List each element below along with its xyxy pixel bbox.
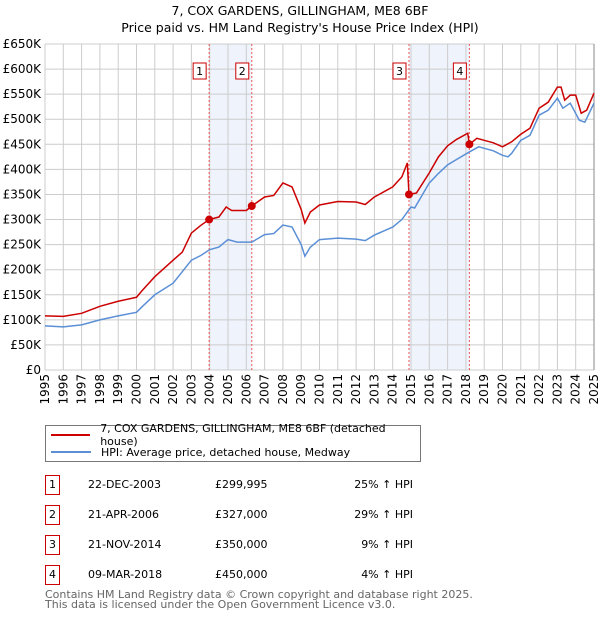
transaction-price: £299,995 <box>215 478 268 491</box>
x-tick-label: 2024 <box>569 374 583 405</box>
y-tick-label: £600K <box>3 62 43 76</box>
sale-label-box <box>192 62 207 80</box>
transaction-row: 1 22-DEC-2003 £299,995 25% ↑ HPI <box>45 475 465 495</box>
property-price-line <box>44 86 595 318</box>
x-tick-label: 2000 <box>130 374 144 405</box>
x-tick-label: 2017 <box>441 374 455 405</box>
transaction-hpi-diff: 9% ↑ HPI <box>361 538 413 551</box>
x-tick-label: 2005 <box>221 374 235 405</box>
y-tick-label: £50K <box>10 338 42 352</box>
x-tick-label: 1999 <box>111 374 125 405</box>
transaction-date: 21-NOV-2014 <box>88 538 162 551</box>
transaction-date: 09-MAR-2018 <box>88 568 163 581</box>
legend-swatch-property <box>51 434 91 436</box>
transaction-hpi-diff: 4% ↑ HPI <box>361 568 413 581</box>
chart-subtitle: Price paid vs. HM Land Registry's House … <box>121 20 479 35</box>
x-tick-label: 1998 <box>93 374 107 405</box>
x-tick-label: 2002 <box>166 374 180 405</box>
price-chart: £0 £50K £100K £150K £200K £250K £300K £350K £400… <box>3 37 600 405</box>
hpi-line <box>44 96 595 328</box>
x-tick-label: 1997 <box>75 374 89 405</box>
transaction-date: 22-DEC-2003 <box>88 478 162 491</box>
x-tick-label: 2023 <box>550 374 564 405</box>
y-tick-label: £500K <box>3 112 43 126</box>
y-tick-label: £0 <box>26 363 41 377</box>
transaction-price: £350,000 <box>215 538 268 551</box>
transaction-number: 1 <box>45 475 60 495</box>
sale-point <box>404 190 413 199</box>
sale-label-box <box>452 62 467 80</box>
y-tick-label: £250K <box>3 238 43 252</box>
x-tick-label: 1996 <box>56 374 70 405</box>
transaction-hpi-diff: 25% ↑ HPI <box>354 478 413 491</box>
x-tick-label: 2020 <box>496 374 510 405</box>
x-tick-label: 2001 <box>148 374 162 405</box>
legend: 7, COX GARDENS, GILLINGHAM, ME8 6BF (det… <box>45 422 421 462</box>
shaded-period <box>209 44 252 370</box>
x-tick-label: 2015 <box>404 374 418 405</box>
y-tick-label: £350K <box>3 187 43 201</box>
transaction-number: 2 <box>45 505 60 525</box>
x-tick-label: 2013 <box>367 374 381 405</box>
transaction-price: £327,000 <box>215 508 268 521</box>
x-tick-label: 2012 <box>349 374 363 405</box>
footer-licence: This data is licensed under the Open Gov… <box>45 598 396 611</box>
transaction-row: 2 21-APR-2006 £327,000 29% ↑ HPI <box>45 505 465 525</box>
legend-swatch-hpi <box>51 451 91 453</box>
y-tick-label: £400K <box>3 162 43 176</box>
x-tick-label: 2009 <box>294 374 308 405</box>
sale-label: 1 <box>196 65 203 78</box>
x-tick-label: 2008 <box>276 374 290 405</box>
legend-item-property: 7, COX GARDENS, GILLINGHAM, ME8 6BF (det… <box>46 422 420 448</box>
legend-label-hpi: HPI: Average price, detached house, Medw… <box>101 445 351 459</box>
transaction-number: 3 <box>45 535 60 555</box>
transaction-number: 4 <box>45 565 60 585</box>
x-tick-label: 2021 <box>514 374 528 405</box>
transaction-date: 21-APR-2006 <box>88 508 160 521</box>
x-tick-label: 2019 <box>477 374 491 405</box>
sale-point <box>205 215 214 224</box>
sale-label: 3 <box>396 65 403 78</box>
sale-label-box <box>235 62 250 80</box>
sale-point <box>247 201 256 210</box>
chart-title: 7, COX GARDENS, GILLINGHAM, ME8 6BF <box>171 3 429 18</box>
x-tick-label: 2014 <box>386 374 400 405</box>
x-tick-label: 2022 <box>532 374 546 405</box>
y-tick-label: £450K <box>3 137 43 151</box>
x-tick-label: 2004 <box>203 374 217 405</box>
y-tick-label: £100K <box>3 313 43 327</box>
legend-label-property: 7, COX GARDENS, GILLINGHAM, ME8 6BF (det… <box>100 422 386 448</box>
transaction-hpi-diff: 29% ↑ HPI <box>354 508 413 521</box>
transaction-row: 3 21-NOV-2014 £350,000 9% ↑ HPI <box>45 535 465 555</box>
sale-point <box>465 140 474 149</box>
y-tick-label: £650K <box>3 37 43 51</box>
transaction-row: 4 09-MAR-2018 £450,000 4% ↑ HPI <box>45 565 465 585</box>
x-tick-label: 2016 <box>422 374 436 405</box>
sale-label-box <box>392 62 407 80</box>
legend-item-hpi: HPI: Average price, detached house, Medw… <box>46 444 350 460</box>
x-tick-label: 2011 <box>331 374 345 405</box>
y-tick-label: £150K <box>3 288 43 302</box>
footer-copyright: Contains HM Land Registry data © Crown c… <box>45 588 473 601</box>
sale-label: 4 <box>456 65 463 78</box>
y-tick-label: £200K <box>3 263 43 277</box>
y-tick-label: £300K <box>3 213 43 227</box>
x-tick-label: 2007 <box>258 374 272 405</box>
sale-label: 2 <box>239 65 246 78</box>
x-tick-label: 1995 <box>38 374 52 405</box>
x-tick-label: 2025 <box>587 374 600 405</box>
y-tick-label: £550K <box>3 87 43 101</box>
x-tick-label: 2003 <box>184 374 198 405</box>
transaction-price: £450,000 <box>215 568 268 581</box>
x-tick-label: 2010 <box>313 374 327 405</box>
shaded-period <box>408 44 470 370</box>
x-tick-label: 2018 <box>459 374 473 405</box>
x-tick-label: 2006 <box>239 374 253 405</box>
